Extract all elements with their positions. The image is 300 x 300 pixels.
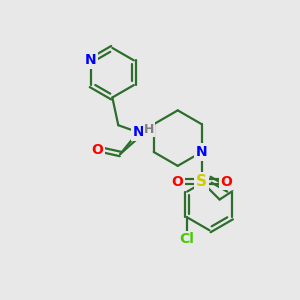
Text: O: O [171, 175, 183, 189]
Text: N: N [85, 53, 97, 67]
Text: Cl: Cl [180, 232, 195, 246]
Text: O: O [220, 175, 232, 189]
Text: S: S [196, 174, 207, 189]
Text: N: N [132, 125, 144, 139]
Text: N: N [196, 145, 208, 159]
Text: H: H [144, 123, 154, 136]
Text: O: O [92, 143, 104, 157]
